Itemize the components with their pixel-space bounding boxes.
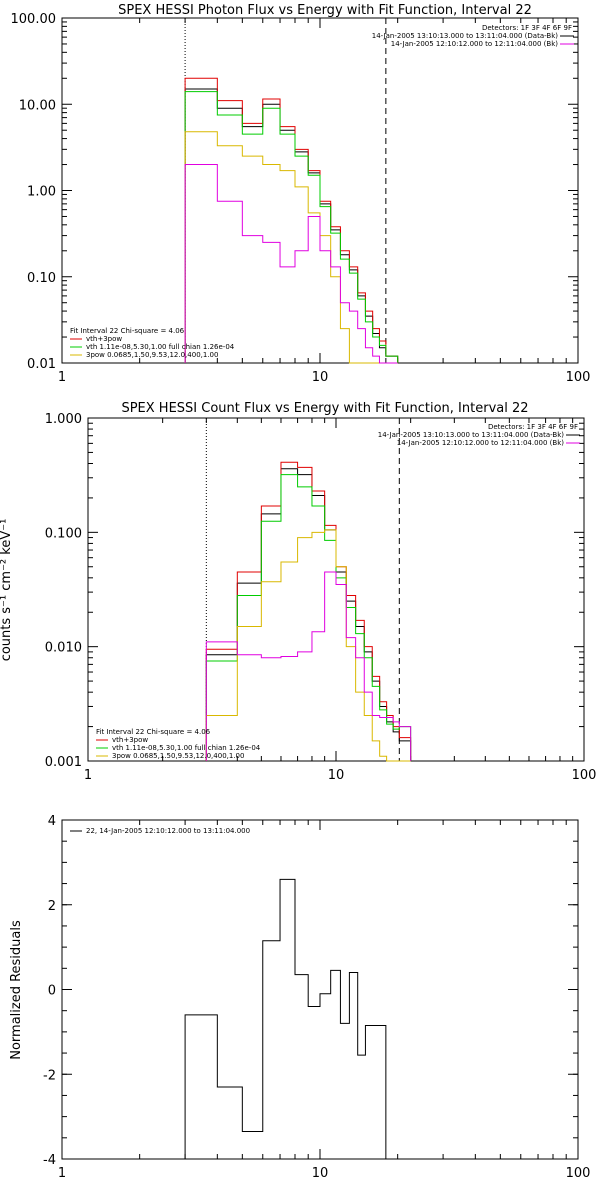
photon-axis-ticks: 1 10 100 0.01 0.10 1.00 10.00 100.00: [11, 12, 591, 385]
photon-chart-title: SPEX HESSI Photon Flux vs Energy with Fi…: [118, 3, 532, 18]
photon-series: [184, 77, 399, 364]
count-flux-panel: SPEX HESSI Count Flux vs Energy with Fit…: [0, 401, 596, 783]
residuals-legend: 22, 14-Jan-2005 12:10:12.000 to 13:11:04…: [70, 827, 250, 835]
count-plot-frame: [87, 417, 585, 762]
count-time-bk: 14-Jan-2005 12:10:12.000 to 12:11:04.000…: [397, 439, 565, 447]
photon-fit-text: Fit Interval 22 Chi-square = 4.06: [70, 327, 185, 335]
x-tick-label: 100: [572, 768, 597, 783]
count-chart-title: SPEX HESSI Count Flux vs Energy with Fit…: [121, 401, 528, 416]
count-range-lines: [205, 418, 400, 761]
photon-time-databk: 14-Jan-2005 13:10:13.000 to 13:11:04.000…: [372, 32, 559, 40]
count-axis-ticks: 1 10 100 0.001 0.010 0.100 1.000: [45, 412, 597, 783]
count-time-databk: 14-Jan-2005 13:10:13.000 to 13:11:04.000…: [378, 431, 565, 439]
residuals-plot-frame: [61, 819, 579, 1160]
count-y-axis-label: counts s⁻¹ cm⁻² keV⁻¹: [0, 519, 14, 662]
count-series: [205, 461, 412, 762]
series-vth: [205, 474, 412, 761]
residuals-y-axis-label: Normalized Residuals: [9, 920, 24, 1060]
y-tick-label: 4: [48, 814, 56, 829]
y-tick-label: 0.01: [27, 357, 56, 372]
photon-detectors-text: Detectors: 1F 3F 4F 6F 9F: [482, 24, 572, 32]
series-vth: [184, 91, 399, 363]
y-tick-label: 0.10: [27, 271, 56, 286]
x-tick-label: 100: [566, 370, 591, 385]
series-3pow: [205, 529, 411, 762]
legend-label: 3pow 0.0685,1.50,9.53,12.0,400,1.00: [86, 351, 218, 359]
y-tick-label: 0.001: [45, 755, 82, 770]
series-residuals: [184, 878, 387, 1159]
y-tick-label: 0.100: [45, 526, 82, 541]
photon-time-bk: 14-Jan-2005 12:10:12.000 to 12:11:04.000…: [391, 40, 559, 48]
x-tick-label: 100: [566, 1166, 591, 1181]
residuals-panel: 1 10 100 -4 -2 0 2 4 Normalized Residuals 22, 1…: [9, 814, 590, 1181]
x-tick-label: 10: [328, 768, 345, 783]
photon-range-lines: [184, 18, 387, 363]
y-tick-label: 1.000: [45, 412, 82, 427]
photon-flux-panel: SPEX HESSI Photon Flux vs Energy with Fi…: [11, 3, 591, 385]
legend-label: 3pow 0.0685,1.50,9.53,12.0,400,1.00: [112, 752, 244, 760]
x-tick-label: 1: [84, 768, 92, 783]
legend-label: vth+3pow: [86, 335, 122, 343]
legend-label: vth+3pow: [112, 736, 148, 744]
y-tick-label: 100.00: [11, 12, 57, 27]
series-3pow: [184, 131, 398, 364]
series-bk: [205, 571, 412, 761]
legend-label: vth 1.11e-08,5.30,1.00 full chian 1.26e-…: [112, 744, 261, 752]
residuals-series: [184, 878, 387, 1159]
x-tick-label: 10: [312, 370, 329, 385]
y-tick-label: 10.00: [19, 98, 56, 113]
series-bk: [184, 164, 398, 364]
y-tick-label: 1.00: [27, 185, 56, 200]
residuals-axis-ticks: 1 10 100 -4 -2 0 2 4: [43, 814, 590, 1181]
x-tick-label: 1: [58, 370, 66, 385]
y-tick-label: 0.010: [45, 641, 82, 656]
x-tick-label: 1: [58, 1166, 66, 1181]
y-tick-label: -4: [43, 1153, 56, 1168]
count-fit-text: Fit Interval 22 Chi-square = 4.06: [96, 728, 211, 736]
legend-label: 22, 14-Jan-2005 12:10:12.000 to 13:11:04…: [86, 827, 250, 835]
y-tick-label: -2: [43, 1068, 56, 1083]
count-detectors-text: Detectors: 1F 3F 4F 6F 9F: [488, 423, 578, 431]
legend-label: vth 1.11e-08,5.30,1.00 full chian 1.26e-…: [86, 343, 235, 351]
y-tick-label: 0: [48, 984, 56, 999]
y-tick-label: 2: [48, 899, 56, 914]
x-tick-label: 10: [312, 1166, 329, 1181]
